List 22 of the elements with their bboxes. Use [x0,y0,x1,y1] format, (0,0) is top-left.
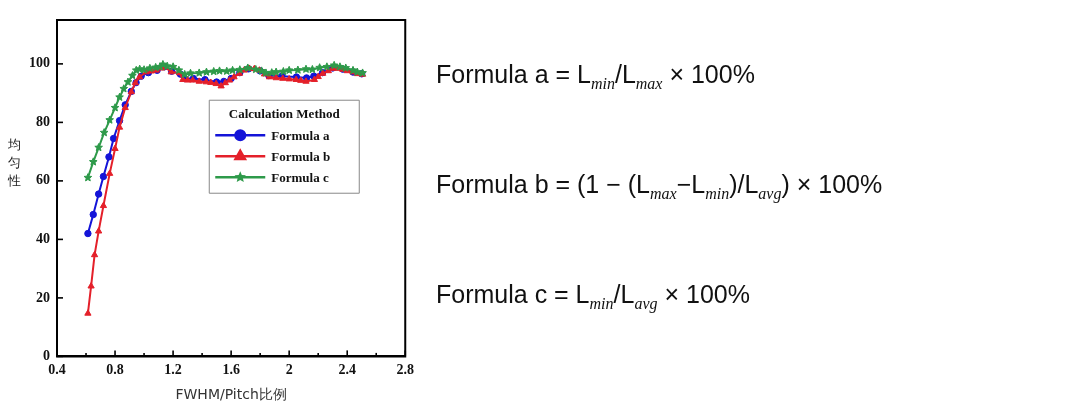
x-tick-label: 2.8 [396,362,414,378]
legend-label: Formula b [271,148,331,164]
y-axis-title: 均匀性 [8,136,22,190]
text: Formula a = L$_{min}$/L$_{max}$ × 100% [436,60,755,93]
x-tick-label: 0.8 [106,362,124,378]
text: Formula b = (1 − (L$_{max}$−L$_{min}$)/L$_{avg}$) × 100% [436,170,883,203]
y-tick-label: 100 [29,55,50,71]
x-tick-label: 2 [285,362,293,378]
x-tick-label: 0.4 [48,362,66,378]
x-tick-label: 2.4 [338,362,356,378]
text: Formula c = L$_{min}$/L$_{avg}$ × 100% [436,280,750,313]
x-axis-title: FWHM/Pitch比例 [175,386,287,403]
x-tick-label: 1.6 [222,362,240,378]
y-tick-label: 40 [36,231,50,246]
y-tick-label: 60 [36,172,50,188]
y-tick-label: 0 [43,348,50,364]
y-tick-label: 20 [36,289,50,305]
legend-label: Formula a [271,127,330,143]
legend-label: Formula c [271,169,329,185]
legend-title: Calculation Method [228,105,341,121]
y-tick-label: 80 [36,113,50,129]
x-tick-label: 1.2 [164,362,182,378]
